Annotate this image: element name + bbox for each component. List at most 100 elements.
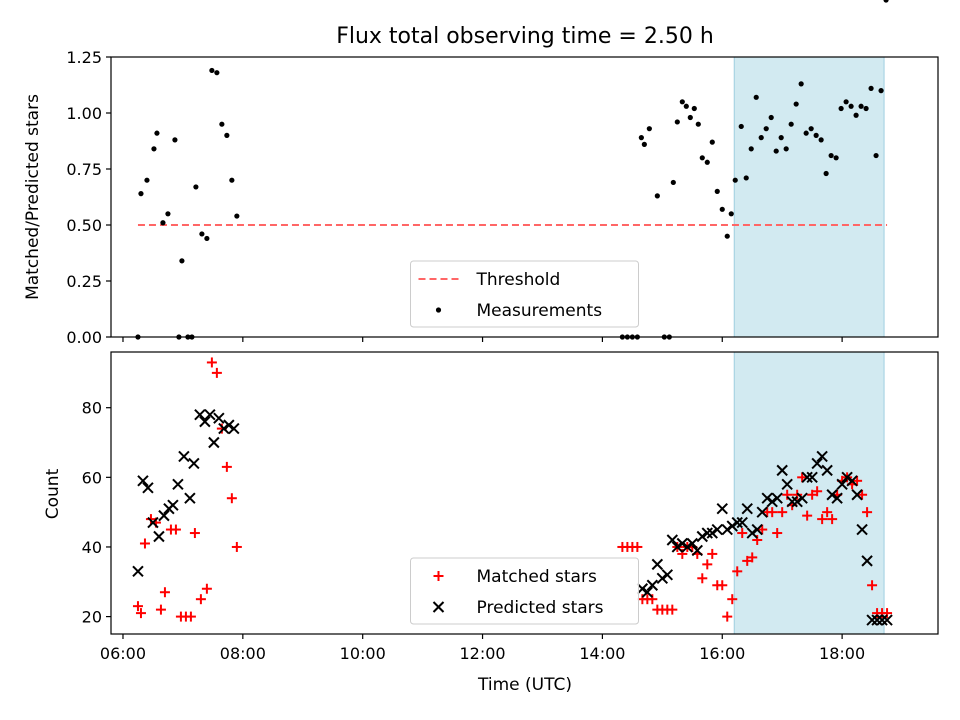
data-point (738, 123, 744, 130)
top-panel-ratio: 0.00 0.25 0.50 0.75 1.00 1.25 Threshold Measure… (66, 0, 939, 347)
data-point (172, 137, 178, 143)
data-point (189, 528, 200, 539)
data-point (756, 506, 768, 518)
data-point (758, 135, 764, 141)
data-point (846, 475, 858, 487)
data-point (147, 516, 159, 529)
y-tick-label: 1.25 (66, 48, 102, 67)
data-point (702, 559, 713, 570)
data-point (656, 572, 669, 585)
y-tick-label: 1.00 (66, 104, 102, 123)
data-point (137, 475, 149, 487)
data-point (165, 211, 171, 217)
data-point (697, 573, 708, 584)
data-point (135, 608, 146, 619)
data-point (193, 184, 199, 190)
data-point (811, 457, 823, 470)
data-point (231, 541, 242, 552)
data-point (857, 489, 868, 500)
data-point (667, 604, 678, 615)
data-point (767, 507, 778, 518)
data-point (871, 614, 883, 626)
data-point (802, 510, 813, 521)
y-tick-label: 0.50 (66, 216, 102, 235)
data-point (781, 478, 793, 491)
data-point (132, 565, 144, 578)
data-point (873, 152, 879, 159)
data-point (828, 152, 834, 159)
data-point (647, 594, 658, 605)
data-point (801, 471, 813, 484)
data-point (671, 541, 684, 553)
data-point (208, 436, 220, 449)
data-point (178, 450, 190, 463)
data-point (817, 514, 828, 525)
data-point (863, 105, 869, 112)
legend: Matched stars Predicted stars (410, 557, 639, 625)
data-point (144, 177, 150, 183)
data-point (783, 146, 789, 152)
x-axis-label: Time (UTC) (477, 675, 572, 695)
data-point (167, 499, 179, 511)
data-point (883, 0, 889, 3)
data-point (201, 583, 212, 594)
data-point (683, 103, 689, 109)
data-point (155, 604, 166, 615)
data-point (209, 67, 215, 74)
data-point (154, 130, 160, 136)
data-point (862, 507, 873, 518)
data-point (229, 177, 235, 183)
data-point (696, 530, 708, 543)
data-point (142, 482, 154, 494)
data-point (211, 367, 222, 378)
data-point (843, 99, 849, 105)
data-point (796, 492, 808, 504)
data-point (224, 132, 230, 138)
data-point (228, 422, 240, 435)
data-point (876, 614, 888, 626)
data-point (651, 558, 664, 571)
data-point (878, 88, 884, 94)
data-point (234, 213, 240, 219)
data-point (670, 179, 676, 186)
data-point (812, 486, 823, 497)
data-point (861, 555, 873, 567)
data-point (821, 464, 833, 477)
data-point (833, 155, 839, 161)
data-point (753, 94, 759, 100)
data-point (827, 514, 838, 525)
data-point (823, 170, 829, 177)
data-point (808, 126, 814, 132)
y-tick-label: 60 (82, 468, 102, 487)
data-point (726, 520, 738, 532)
y-tick-label: 0.00 (66, 328, 102, 347)
data-point (686, 537, 699, 550)
x-tick-label: 16:00 (699, 644, 745, 663)
data-point (185, 611, 196, 622)
data-point (741, 502, 753, 515)
data-point (641, 586, 654, 598)
data-point (706, 527, 718, 539)
data-point (666, 534, 679, 546)
plot-frame (110, 351, 939, 635)
data-point (704, 159, 710, 165)
legend: Threshold Measurements (410, 260, 639, 328)
x-tick-label: 08:00 (220, 644, 266, 663)
data-point (777, 507, 788, 518)
data-point (632, 541, 643, 552)
data-point (711, 523, 723, 536)
data-point (691, 544, 703, 557)
data-point (199, 415, 211, 428)
data-point (638, 135, 644, 141)
data-point (679, 99, 685, 105)
legend-swatch-cross (432, 601, 445, 613)
data-point (170, 524, 181, 535)
data-point (778, 135, 784, 141)
data-point (826, 489, 838, 501)
data-point (776, 464, 788, 477)
data-point (747, 552, 758, 563)
data-point (786, 495, 798, 508)
data-point (722, 611, 733, 622)
data-point (791, 495, 803, 508)
data-point (772, 528, 783, 539)
